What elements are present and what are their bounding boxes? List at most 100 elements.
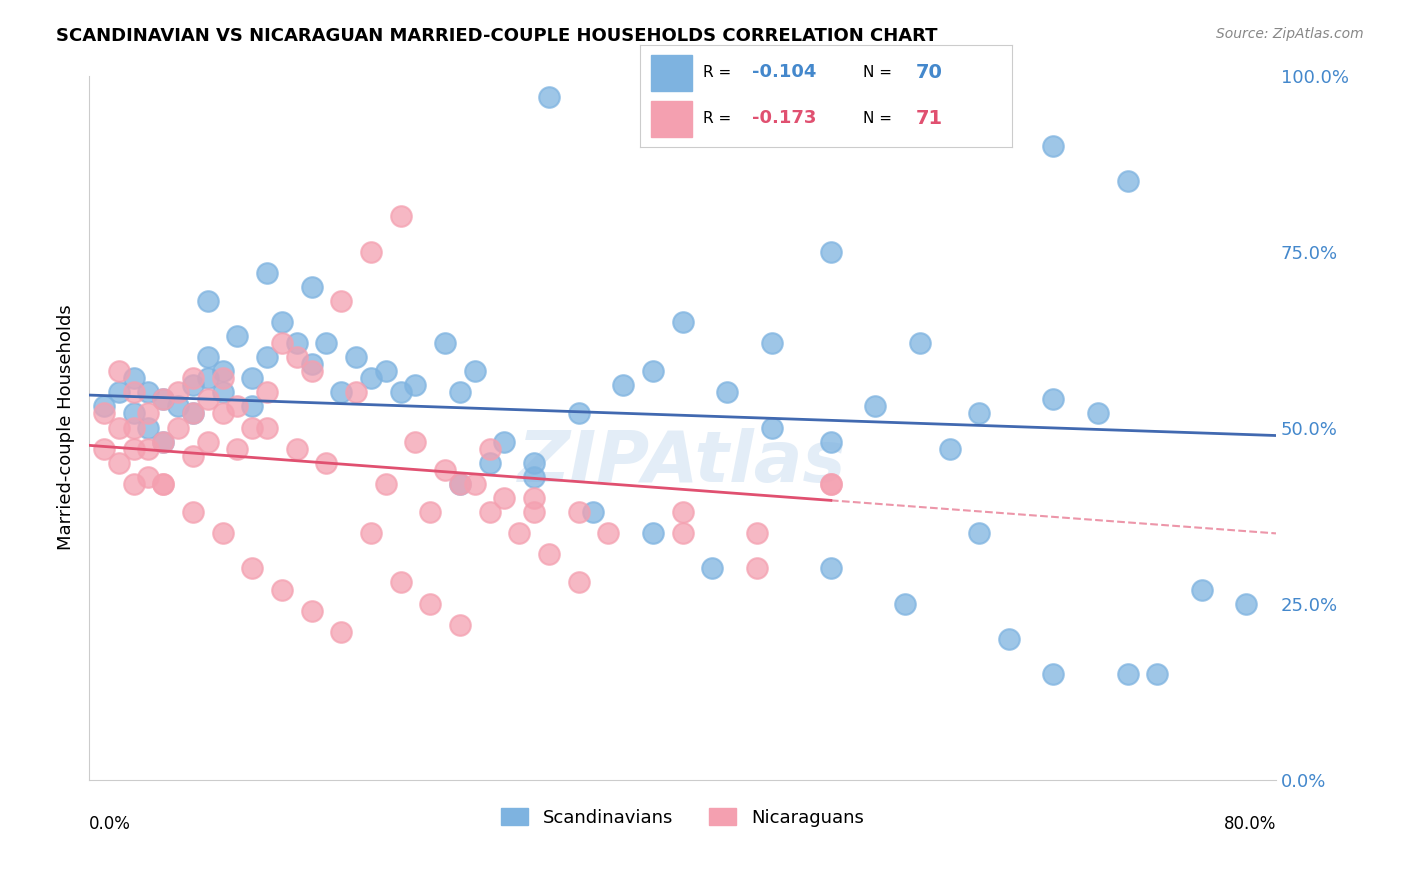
Point (197, 371, 219, 385)
Point (240, 400, 263, 414)
Point (181, 378, 204, 392)
Point (1146, 667, 1168, 681)
Point (523, 470, 546, 484)
Point (582, 505, 605, 519)
Point (167, 420, 190, 434)
Point (181, 371, 204, 385)
Point (197, 434, 219, 449)
Point (1191, 582, 1213, 597)
Point (344, 350, 367, 364)
Point (301, 364, 323, 378)
Point (138, 470, 160, 484)
Point (449, 617, 471, 632)
Bar (651, 55, 692, 91)
Point (360, 526, 382, 541)
Point (330, 293, 353, 308)
Point (301, 357, 323, 371)
Point (478, 456, 501, 470)
Point (93, 407, 115, 421)
Point (449, 476, 471, 491)
Point (285, 350, 308, 364)
Point (271, 315, 294, 329)
Point (716, 385, 738, 400)
Point (211, 407, 233, 421)
Point (389, 575, 412, 590)
Point (167, 400, 190, 414)
Point (122, 371, 145, 385)
Point (93, 442, 115, 456)
Point (152, 392, 174, 407)
Point (1116, 667, 1139, 681)
Point (285, 442, 308, 456)
Point (598, 526, 620, 541)
Point (508, 526, 530, 541)
Point (167, 385, 190, 400)
Point (374, 364, 396, 378)
Point (820, 561, 842, 575)
Point (1087, 407, 1109, 421)
Point (523, 456, 546, 470)
Point (181, 449, 204, 463)
Point (745, 561, 768, 575)
Point (152, 476, 174, 491)
Point (301, 604, 323, 618)
Point (374, 476, 396, 491)
Point (197, 350, 219, 364)
Point (197, 392, 219, 407)
Point (360, 244, 382, 259)
Point (641, 526, 664, 541)
Text: N =: N = (863, 111, 897, 126)
Point (478, 442, 501, 456)
Point (494, 434, 516, 449)
Point (197, 293, 219, 308)
Point (138, 407, 160, 421)
Point (404, 434, 426, 449)
Point (908, 336, 931, 351)
Point (464, 364, 486, 378)
Point (419, 597, 441, 611)
Point (478, 505, 501, 519)
Point (107, 385, 129, 400)
Point (449, 385, 471, 400)
Point (434, 463, 457, 477)
Text: ZIPAtlas: ZIPAtlas (519, 428, 846, 497)
Point (301, 279, 323, 293)
Point (523, 505, 546, 519)
Point (330, 624, 353, 639)
Text: Source: ZipAtlas.com: Source: ZipAtlas.com (1216, 27, 1364, 41)
Point (271, 336, 294, 351)
Point (702, 561, 724, 575)
Point (820, 434, 842, 449)
Point (226, 442, 249, 456)
Point (122, 476, 145, 491)
Point (152, 434, 174, 449)
Point (211, 364, 233, 378)
Point (344, 385, 367, 400)
Point (894, 597, 917, 611)
Point (494, 491, 516, 505)
Point (671, 526, 693, 541)
Text: N =: N = (863, 65, 897, 79)
Point (761, 420, 783, 434)
Point (271, 582, 294, 597)
Point (256, 420, 278, 434)
Point (761, 336, 783, 351)
Point (745, 526, 768, 541)
Point (612, 378, 634, 392)
Point (240, 371, 263, 385)
Point (568, 407, 591, 421)
Text: 0.0%: 0.0% (89, 814, 131, 833)
Text: -0.104: -0.104 (751, 63, 815, 81)
Point (240, 420, 263, 434)
Point (152, 476, 174, 491)
Point (107, 420, 129, 434)
Text: 70: 70 (915, 62, 942, 82)
Point (211, 526, 233, 541)
Point (315, 336, 337, 351)
Point (1042, 139, 1064, 153)
Point (464, 476, 486, 491)
Point (449, 476, 471, 491)
Text: 71: 71 (915, 109, 942, 128)
Point (240, 561, 263, 575)
Point (330, 385, 353, 400)
